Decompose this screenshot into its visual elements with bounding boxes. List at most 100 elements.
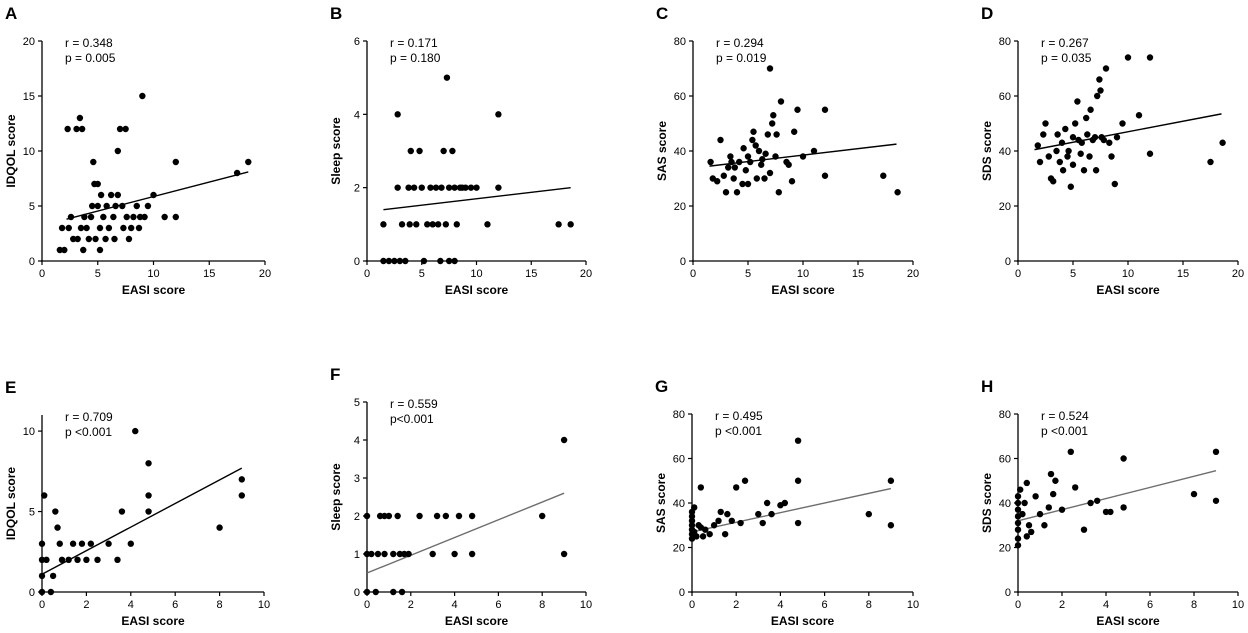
data-point (821, 172, 829, 179)
y-axis-title: SDS score (980, 473, 994, 533)
data-point (105, 224, 113, 232)
y-axis-title: Sleep score (329, 463, 343, 531)
data-point (887, 522, 895, 529)
data-point (1094, 92, 1101, 100)
data-point (145, 492, 152, 499)
data-point (1028, 528, 1035, 536)
data-point (750, 128, 757, 135)
data-point (791, 128, 798, 135)
data-point (1102, 65, 1110, 72)
data-point (144, 202, 152, 210)
data-point (128, 224, 135, 232)
data-point (707, 158, 714, 166)
stat-p-value: p <0.001 (65, 425, 112, 439)
data-point (1086, 153, 1093, 160)
y-tick-label: 20 (673, 543, 685, 555)
data-point (725, 164, 732, 171)
data-point (433, 512, 441, 520)
panel-letter: H (981, 377, 993, 396)
data-point (495, 111, 502, 118)
y-axis-title: SAS score (654, 473, 668, 533)
data-point (462, 184, 469, 191)
data-point (728, 158, 735, 166)
data-point (1058, 506, 1066, 513)
data-point (764, 131, 771, 138)
data-point (233, 169, 241, 177)
data-point (38, 540, 46, 547)
x-tick-label: 6 (822, 599, 828, 611)
data-point (781, 499, 789, 507)
data-point (136, 213, 144, 221)
y-tick-label: 40 (673, 498, 685, 510)
data-point (714, 178, 721, 185)
data-point (733, 484, 740, 491)
data-point (1107, 508, 1114, 516)
data-point (385, 512, 393, 520)
data-point (105, 540, 112, 547)
data-point (1120, 455, 1127, 462)
y-tick-label: 80 (999, 36, 1011, 48)
data-point (172, 213, 179, 221)
data-point (468, 550, 476, 558)
data-point (733, 189, 741, 196)
data-point (1017, 486, 1024, 493)
panel-e: E 0 2 4 6 8 10 0 5 10 EASI score IDQOL score r = 0.7… (4, 378, 270, 628)
data-point (739, 180, 746, 188)
data-point (720, 172, 727, 179)
data-point (67, 213, 75, 221)
x-tick-label: 15 (852, 268, 864, 280)
data-point (453, 221, 460, 228)
data-point (1219, 139, 1226, 146)
data-point (391, 257, 398, 265)
stat-p-value: p<0.001 (390, 412, 434, 426)
x-tick-label: 10 (580, 599, 592, 611)
data-point (451, 257, 458, 265)
data-point (245, 158, 252, 166)
data-point (1100, 136, 1108, 144)
data-point (58, 224, 66, 232)
data-point (737, 519, 744, 527)
data-point (73, 125, 80, 133)
panel-a: A 0 5 10 15 20 0 5 10 15 20 EASI score IDQOL score r … (4, 4, 271, 297)
x-tick-label: 8 (866, 599, 872, 611)
data-point (141, 213, 148, 221)
data-point (1212, 497, 1220, 504)
data-point (69, 540, 77, 547)
data-point (1067, 448, 1075, 456)
data-point (1069, 161, 1077, 168)
data-point (394, 111, 401, 118)
y-tick-label: 0 (354, 587, 360, 599)
data-point (706, 530, 713, 538)
data-point (43, 556, 50, 564)
x-axis-title: EASI score (771, 614, 835, 628)
data-point (114, 556, 121, 564)
data-point (54, 524, 61, 531)
data-point (394, 184, 401, 191)
stat-r-value: r = 0.267 (1041, 36, 1089, 50)
data-point (1019, 510, 1026, 518)
data-point (1069, 134, 1077, 141)
x-tick-label: 0 (1015, 268, 1021, 280)
data-point (92, 235, 99, 243)
data-point (133, 202, 140, 210)
data-point (1080, 526, 1088, 533)
data-point (730, 175, 737, 182)
data-point (693, 533, 700, 540)
y-tick-label: 60 (999, 454, 1011, 466)
data-point (376, 512, 384, 520)
stat-r-value: r = 0.559 (390, 397, 438, 411)
data-point (1065, 147, 1072, 155)
data-point (432, 184, 440, 191)
data-point (749, 136, 756, 144)
data-point (484, 221, 491, 228)
y-tick-label: 40 (999, 498, 1011, 510)
data-point (742, 167, 749, 174)
x-tick-label: 8 (217, 599, 223, 611)
data-point (1053, 147, 1060, 155)
data-point (772, 153, 779, 160)
data-point (65, 556, 72, 564)
data-point (1014, 499, 1022, 507)
data-point (56, 540, 63, 547)
data-point (1059, 167, 1067, 174)
data-point (699, 533, 707, 540)
